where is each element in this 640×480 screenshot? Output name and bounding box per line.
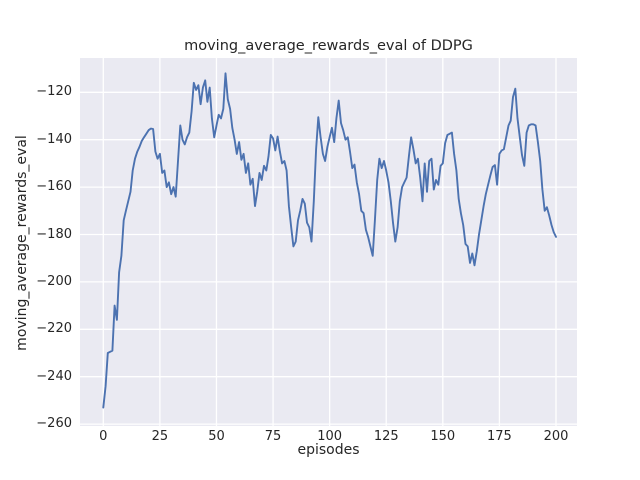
x-tick-label: 200 <box>543 429 569 444</box>
x-tick-label: 50 <box>208 429 225 444</box>
x-tick-label: 0 <box>99 429 108 444</box>
x-tick-label: 125 <box>373 429 399 444</box>
y-tick-label: −220 <box>36 321 72 337</box>
y-tick-label: −200 <box>36 273 72 289</box>
x-tick-label: 75 <box>264 429 282 444</box>
x-tick-label: 175 <box>486 429 512 444</box>
chart-title: moving_average_rewards_eval of DDPG <box>184 38 473 54</box>
x-tick-label: 25 <box>151 429 169 444</box>
x-tick-label: 100 <box>317 429 343 444</box>
y-tick-label: −180 <box>36 226 72 242</box>
y-tick-label: −160 <box>36 179 72 195</box>
x-tick-label: 150 <box>430 429 456 444</box>
axes-background <box>80 58 577 426</box>
y-tick-label: −240 <box>36 368 72 384</box>
y-tick-label: −140 <box>36 131 72 147</box>
y-tick-label: −260 <box>36 416 72 432</box>
data-line <box>102 72 557 409</box>
y-tick-label: −120 <box>36 84 72 100</box>
x-axis-label: episodes <box>297 442 360 458</box>
